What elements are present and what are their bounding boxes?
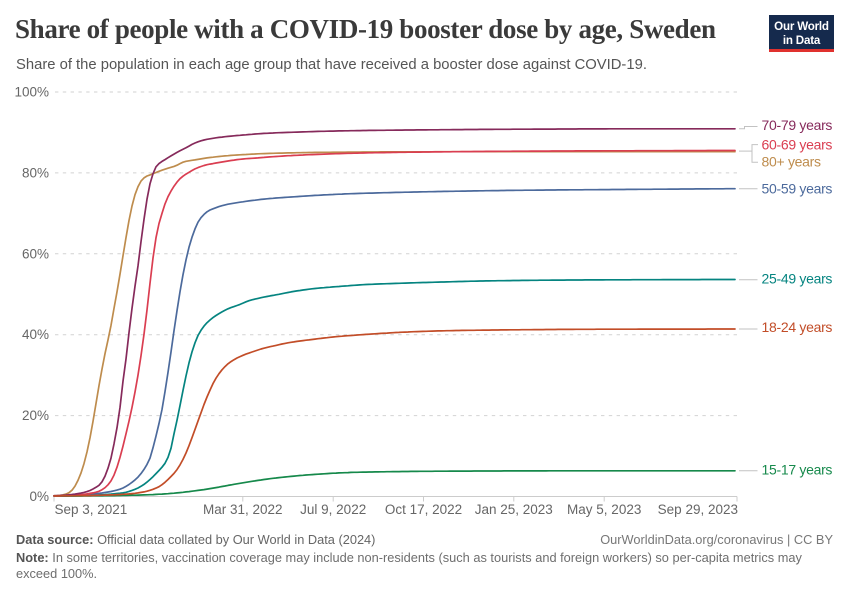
svg-text:18-24 years: 18-24 years xyxy=(762,319,833,335)
svg-text:15-17 years: 15-17 years xyxy=(762,462,833,478)
svg-text:Mar 31, 2022: Mar 31, 2022 xyxy=(203,502,283,517)
svg-text:Jan 25, 2023: Jan 25, 2023 xyxy=(475,502,553,517)
svg-text:100%: 100% xyxy=(14,85,49,100)
svg-text:Oct 17, 2022: Oct 17, 2022 xyxy=(385,502,462,517)
svg-text:60-69 years: 60-69 years xyxy=(762,136,833,152)
svg-text:20%: 20% xyxy=(22,408,49,423)
svg-text:70-79 years: 70-79 years xyxy=(762,117,833,133)
svg-text:60%: 60% xyxy=(22,246,49,261)
svg-text:25-49 years: 25-49 years xyxy=(762,271,833,287)
svg-text:40%: 40% xyxy=(22,327,49,342)
svg-text:0%: 0% xyxy=(29,489,49,504)
svg-text:Sep 29, 2023: Sep 29, 2023 xyxy=(658,502,738,517)
svg-text:May 5, 2023: May 5, 2023 xyxy=(567,502,641,517)
svg-text:50-59 years: 50-59 years xyxy=(762,181,833,197)
svg-text:80+ years: 80+ years xyxy=(762,154,821,170)
svg-text:Sep 3, 2021: Sep 3, 2021 xyxy=(55,502,128,517)
svg-text:Jul 9, 2022: Jul 9, 2022 xyxy=(300,502,366,517)
svg-text:80%: 80% xyxy=(22,165,49,180)
